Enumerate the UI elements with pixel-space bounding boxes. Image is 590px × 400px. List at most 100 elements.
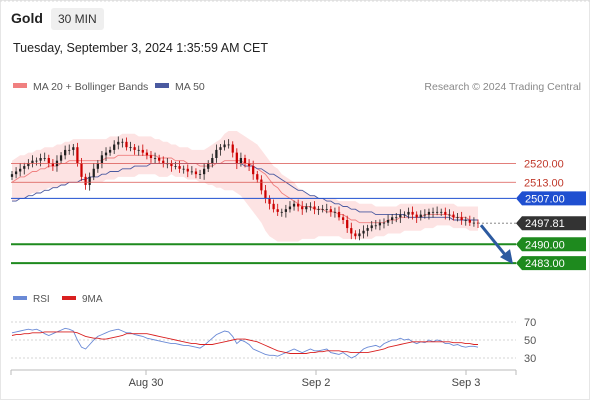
candle-body	[440, 211, 443, 213]
candle-body	[186, 168, 189, 172]
ma20-legend-label: MA 20 + Bollinger Bands	[33, 81, 148, 93]
candle-body	[88, 176, 91, 185]
level-support: 2483.00	[11, 256, 586, 271]
candle-body	[166, 163, 169, 165]
candle-body	[464, 220, 467, 221]
candle-body	[444, 211, 447, 215]
candle-body	[194, 171, 198, 175]
candle-body	[370, 225, 373, 229]
candle-body	[231, 144, 234, 153]
candle-body	[391, 217, 394, 220]
candle-body	[329, 209, 332, 212]
rsi-panel: 70 50 30	[11, 317, 536, 365]
ma50-legend-swatch	[155, 83, 169, 88]
candle-body	[362, 230, 365, 234]
candle-body	[456, 217, 459, 219]
candle-body	[256, 174, 259, 180]
candle-body	[472, 222, 476, 224]
candle-body	[350, 228, 353, 234]
symbol-title: Gold	[11, 10, 43, 26]
x-tick-label: Sep 3	[452, 377, 481, 389]
level-support: 2490.00	[11, 237, 586, 252]
rsi-ma-legend-label: 9MA	[82, 294, 103, 305]
candle-body	[153, 158, 157, 159]
candle-body	[264, 190, 267, 199]
level-resistance: 2520.00	[11, 158, 564, 170]
candle-body	[452, 214, 455, 218]
x-tick-label: Aug 30	[129, 377, 164, 389]
candle-body	[121, 141, 124, 143]
support-label: 2483.00	[525, 258, 565, 270]
candle-body	[341, 217, 345, 220]
timeframe-badge[interactable]: 30 MIN	[51, 8, 104, 30]
candle-body	[182, 168, 185, 170]
candle-body	[145, 152, 149, 156]
candle-body	[51, 163, 55, 167]
candle-body	[399, 214, 402, 218]
candle-body	[346, 220, 349, 229]
levels-layer: 2520.00 2513.00 2507.00 2497.81 2490.00 2483.…	[11, 158, 586, 271]
candle-body	[219, 147, 222, 150]
rsi-ma-line	[11, 331, 478, 354]
bollinger-band	[12, 131, 478, 242]
ma20-legend-swatch	[13, 83, 27, 88]
candle-body	[198, 174, 202, 175]
x-tick-label: Sep 2	[302, 377, 331, 389]
pivot-tag	[516, 191, 586, 206]
candle-body	[321, 209, 324, 211]
forecast-arrow-shaft	[479, 224, 509, 259]
rsi-line	[11, 327, 479, 359]
candle-body	[292, 203, 296, 207]
resistance-label: 2513.00	[524, 177, 564, 189]
candle-body	[59, 155, 63, 161]
candle-body	[23, 166, 26, 169]
candle-body	[170, 163, 173, 167]
candle-body	[411, 211, 414, 215]
candle-body	[366, 228, 369, 231]
rsi-tick-label: 70	[524, 317, 536, 329]
candle-body	[211, 158, 214, 164]
candle-body	[403, 214, 406, 216]
support-tag	[516, 256, 586, 271]
candle-body	[113, 144, 116, 150]
candle-body	[72, 147, 75, 150]
candle-body	[276, 209, 279, 212]
candle-body	[297, 203, 300, 207]
candle-body	[133, 147, 136, 150]
candle-body	[207, 163, 210, 169]
candle-body	[190, 171, 193, 173]
candle-body	[141, 149, 144, 153]
candle-body	[243, 158, 247, 164]
support-tag	[516, 237, 586, 252]
candle-body	[415, 214, 418, 218]
candle-body	[386, 220, 390, 223]
candle-body	[10, 174, 14, 177]
current-price-tag	[516, 216, 586, 231]
candle-body	[125, 141, 128, 148]
candle-body	[301, 206, 304, 210]
price-panel	[10, 131, 480, 242]
candle-body	[374, 225, 377, 227]
rsi-tick-label: 50	[524, 335, 536, 347]
candle-body	[468, 220, 471, 223]
level-resistance: 2513.00	[11, 177, 564, 189]
candle-body	[247, 163, 251, 167]
candle-body	[337, 211, 341, 218]
pivot-label: 2507.00	[525, 193, 565, 205]
candle-body	[35, 160, 38, 162]
candle-body	[174, 166, 177, 167]
candle-body	[427, 211, 431, 215]
datetime-label: Tuesday, September 3, 2024 1:35:59 AM CE…	[13, 41, 269, 55]
candle-body	[64, 149, 67, 156]
candle-body	[460, 217, 463, 220]
candle-body	[108, 149, 112, 153]
candle-body	[235, 152, 238, 164]
current-price-label: 2497.81	[525, 218, 565, 230]
candle-body	[129, 147, 132, 149]
resistance-label: 2520.00	[524, 158, 564, 170]
candle-body	[117, 141, 120, 145]
candle-body	[239, 158, 243, 164]
candle-body	[162, 160, 165, 164]
candle-body	[96, 163, 99, 169]
candle-body	[325, 209, 328, 211]
